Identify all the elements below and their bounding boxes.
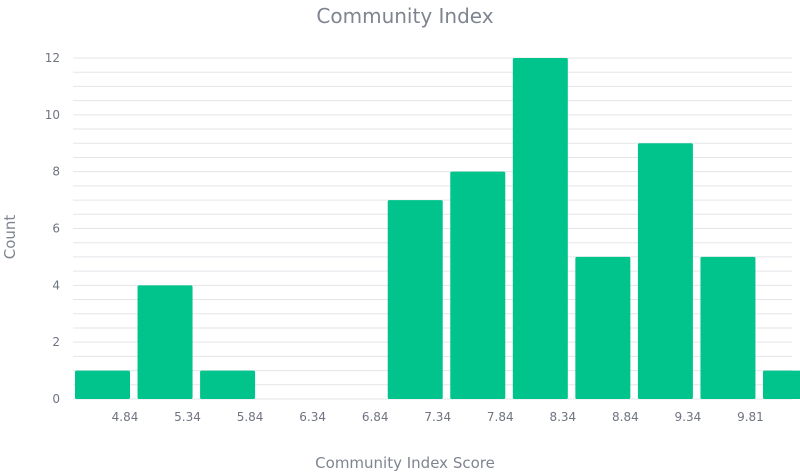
x-tick-label: 6.34 <box>299 410 326 424</box>
x-tick-label: 7.84 <box>487 410 514 424</box>
x-axis-label: Community Index Score <box>315 454 495 472</box>
bar <box>137 285 193 399</box>
bar <box>387 200 443 399</box>
y-tick-label: 4 <box>52 278 60 292</box>
x-tick-label: 9.34 <box>675 410 702 424</box>
y-axis-label: Count <box>1 215 19 260</box>
bar <box>200 370 256 399</box>
bar <box>75 370 130 399</box>
y-tick-label: 8 <box>52 165 60 179</box>
x-tick-labels: 4.84 5.34 5.84 6.34 6.84 7.34 7.84 8.34 8.84 9.34… <box>112 410 800 424</box>
bar <box>637 143 693 399</box>
x-tick-label: 4.84 <box>112 410 139 424</box>
y-tick-label: 0 <box>52 392 60 406</box>
x-tick-label: 8.34 <box>549 410 576 424</box>
bar <box>512 58 568 399</box>
x-tick-label: 9.81 <box>737 410 764 424</box>
bar <box>575 256 631 399</box>
bar <box>763 370 800 399</box>
y-tick-labels: 0 2 4 6 8 10 12 <box>45 51 60 406</box>
bars <box>75 58 800 399</box>
x-tick-label: 8.84 <box>612 410 639 424</box>
x-tick-label: 7.34 <box>424 410 451 424</box>
bar <box>700 256 756 399</box>
y-tick-label: 10 <box>45 108 60 122</box>
y-tick-label: 6 <box>52 222 60 236</box>
x-tick-label: 6.84 <box>362 410 389 424</box>
y-tick-label: 12 <box>45 51 60 65</box>
x-tick-label: 5.34 <box>174 410 201 424</box>
bar <box>450 171 506 399</box>
y-tick-label: 2 <box>52 335 60 349</box>
chart-title: Community Index <box>316 4 493 28</box>
x-tick-label: 5.84 <box>237 410 264 424</box>
